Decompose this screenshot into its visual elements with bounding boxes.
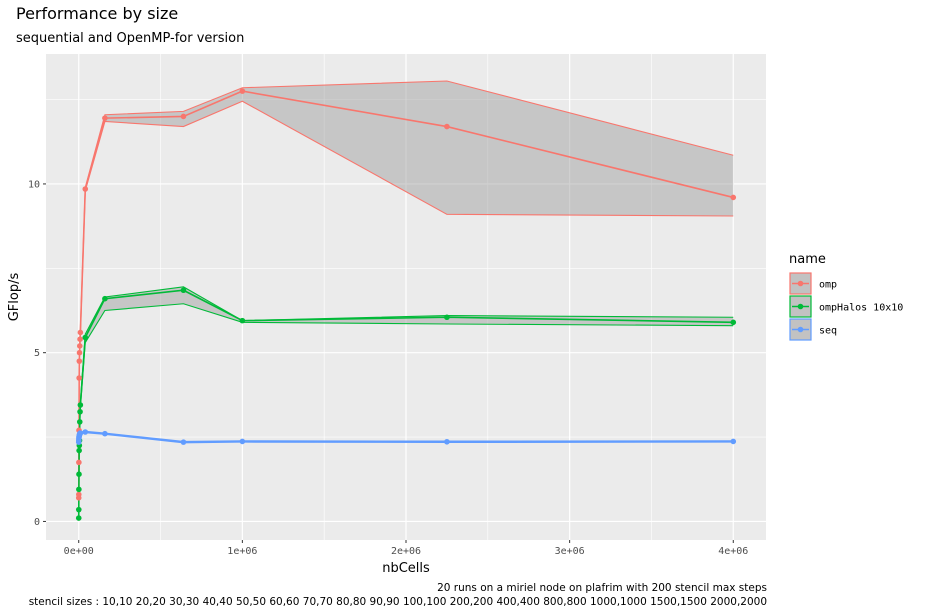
legend-label-omphalos-10x10: ompHalos 10x10: [819, 303, 903, 314]
chart-subtitle: sequential and OpenMP-for version: [16, 31, 244, 46]
x-tick-label: 1e+06: [227, 546, 257, 557]
legend-key-point-omphalos-10x10: [797, 303, 804, 310]
series-line-omphalos-10x10: [77, 289, 734, 519]
point-omp: [76, 358, 83, 364]
point-seq: [82, 429, 89, 435]
point-omphalos-10x10: [82, 334, 89, 341]
legend-key-point-seq: [797, 326, 804, 333]
point-seq: [730, 438, 737, 445]
legend-key-point-omp: [797, 280, 804, 287]
y-tick-label: 10: [28, 179, 40, 190]
point-omp: [77, 336, 83, 342]
grid-lines: [46, 54, 766, 540]
caption-line-2: stencil sizes : 10,10 20,20 30,30 40,40 …: [29, 596, 767, 608]
ribbon-omp: [78, 81, 734, 502]
point-omp: [82, 186, 89, 192]
point-omp: [75, 491, 82, 498]
x-tick-label: 3e+06: [555, 546, 585, 557]
y-tick-label: 5: [34, 348, 40, 359]
x-tick-label: 0e+00: [64, 546, 94, 557]
point-seq: [180, 439, 187, 445]
point-omphalos-10x10: [239, 317, 246, 324]
point-omphalos-10x10: [77, 408, 83, 415]
point-omp: [239, 88, 246, 94]
point-omphalos-10x10: [75, 506, 82, 513]
chart-title: Performance by size: [16, 4, 178, 23]
legend-label-seq: seq: [819, 326, 837, 337]
point-omphalos-10x10: [76, 419, 83, 425]
point-omphalos-10x10: [102, 295, 108, 302]
point-omphalos-10x10: [76, 447, 82, 454]
point-omp: [102, 115, 108, 121]
point-layer: [75, 88, 737, 521]
point-omp: [76, 459, 82, 466]
point-omphalos-10x10: [730, 319, 737, 326]
caption-line-1: 20 runs on a miriel node on plafrim with…: [437, 582, 767, 594]
y-axis-title: GFlop/s: [7, 273, 22, 322]
legend: name omp ompHalos 10x10 seq: [789, 252, 903, 341]
point-omp: [180, 113, 187, 120]
x-axis-title: nbCells: [382, 561, 430, 576]
point-omphalos-10x10: [77, 402, 84, 408]
point-omphalos-10x10: [180, 287, 187, 294]
point-omp: [444, 123, 450, 130]
point-seq: [77, 430, 84, 436]
point-omphalos-10x10: [76, 486, 82, 493]
point-omp: [77, 329, 84, 336]
point-seq: [102, 430, 108, 437]
point-omphalos-10x10: [76, 471, 82, 477]
legend-title: name: [789, 252, 826, 267]
point-omphalos-10x10: [444, 314, 450, 321]
point-omphalos-10x10: [75, 515, 82, 521]
point-seq: [444, 438, 450, 445]
y-tick-label: 0: [34, 517, 40, 528]
point-omp: [76, 349, 83, 356]
x-axis-ticks: 0e+00 1e+06 2e+06 3e+06 4e+06: [64, 540, 748, 557]
x-tick-label: 4e+06: [718, 546, 748, 557]
point-seq: [239, 438, 246, 445]
point-omp: [76, 375, 82, 381]
point-omp: [730, 194, 737, 201]
y-axis-ticks: 0 5 10: [28, 179, 46, 528]
legend-label-omp: omp: [819, 280, 837, 291]
point-omp: [76, 343, 83, 349]
x-tick-label: 2e+06: [391, 546, 421, 557]
